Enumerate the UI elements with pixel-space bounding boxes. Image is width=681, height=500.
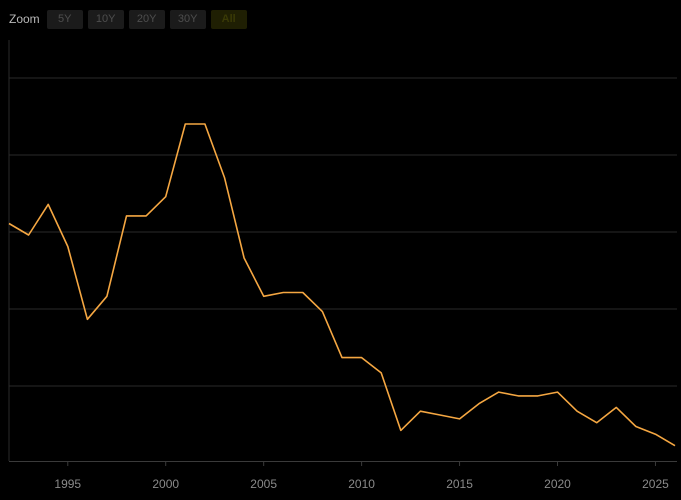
data-point[interactable] [476, 401, 482, 407]
x-tick-label: 2015 [446, 477, 473, 491]
data-point[interactable] [515, 393, 521, 399]
data-point[interactable] [417, 408, 423, 414]
zoom-5y-button[interactable]: 5Y [46, 9, 83, 29]
zoom-label: Zoom [9, 12, 40, 26]
data-point[interactable] [280, 290, 286, 296]
x-tick-label: 2010 [348, 477, 375, 491]
data-point[interactable] [222, 175, 228, 181]
data-point[interactable] [555, 389, 561, 395]
x-tick-label: 2020 [544, 477, 571, 491]
data-point[interactable] [143, 213, 149, 219]
data-point[interactable] [104, 293, 110, 299]
data-point[interactable] [535, 393, 541, 399]
x-tick-label: 2000 [152, 477, 179, 491]
data-point[interactable] [319, 309, 325, 315]
data-point[interactable] [633, 424, 639, 430]
zoom-10y-button[interactable]: 10Y [87, 9, 124, 29]
data-point[interactable] [124, 213, 130, 219]
data-point[interactable] [457, 416, 463, 422]
x-tick-label: 1995 [54, 477, 81, 491]
data-point[interactable] [339, 355, 345, 361]
x-tick-label: 2025 [642, 477, 669, 491]
grid-lines [8, 40, 677, 461]
x-tick-label: 2005 [250, 477, 277, 491]
data-point[interactable] [6, 221, 12, 227]
zoom-30y-button[interactable]: 30Y [169, 9, 206, 29]
data-point[interactable] [437, 412, 443, 418]
data-point[interactable] [672, 443, 678, 449]
series-group [6, 121, 678, 449]
data-point[interactable] [359, 355, 365, 361]
data-point[interactable] [300, 290, 306, 296]
data-point[interactable] [398, 427, 404, 433]
data-point[interactable] [65, 244, 71, 250]
data-point[interactable] [45, 201, 51, 207]
data-point[interactable] [653, 431, 659, 437]
zoom-all-button[interactable]: All [210, 9, 247, 29]
data-point[interactable] [26, 232, 32, 238]
x-axis: 1995 2000 2005 2010 2015 2020 2025 [9, 461, 677, 491]
data-point[interactable] [496, 389, 502, 395]
zoom-bar: Zoom 5Y 10Y 20Y 30Y All [9, 9, 247, 29]
data-point[interactable] [594, 420, 600, 426]
zoom-20y-button[interactable]: 20Y [128, 9, 165, 29]
data-point[interactable] [574, 408, 580, 414]
data-point[interactable] [378, 370, 384, 376]
series-line[interactable] [8, 123, 676, 447]
data-point[interactable] [182, 121, 188, 127]
data-point[interactable] [241, 255, 247, 261]
data-point[interactable] [163, 194, 169, 200]
data-point[interactable] [202, 121, 208, 127]
data-point[interactable] [84, 316, 90, 322]
data-point[interactable] [613, 404, 619, 410]
data-point[interactable] [261, 293, 267, 299]
